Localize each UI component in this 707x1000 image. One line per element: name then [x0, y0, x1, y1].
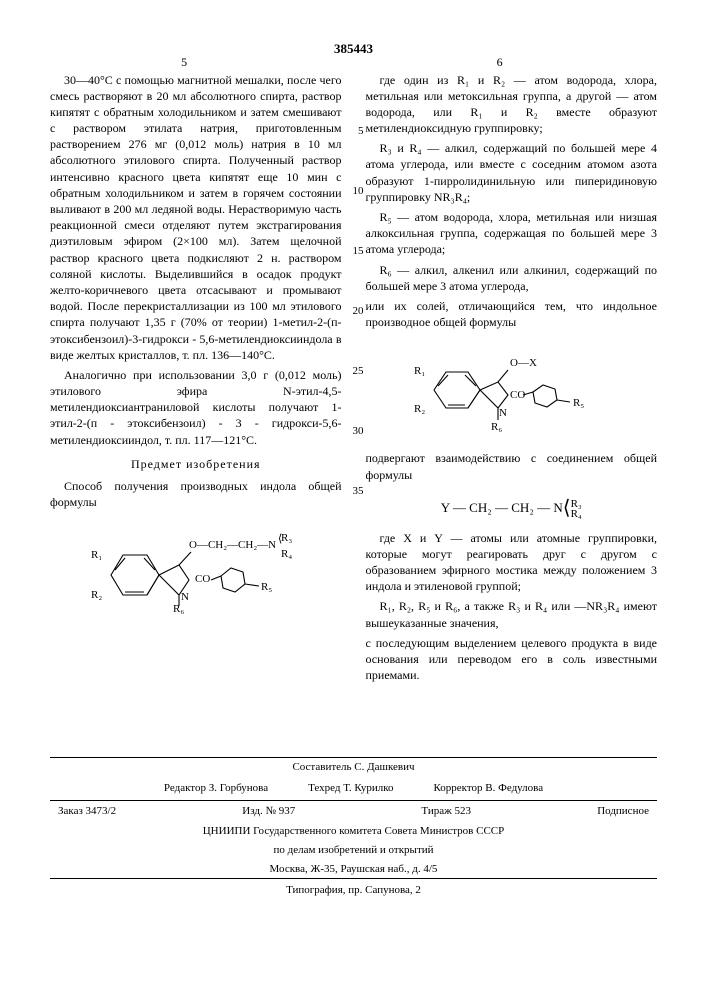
line-number: 15	[352, 244, 364, 259]
svg-text:R₂: R₂	[91, 589, 102, 601]
svg-text:R₄: R₄	[281, 548, 292, 560]
body-text: где X и Y — атомы или атомные группировк…	[366, 530, 658, 595]
subscription-mark: Подписное	[597, 804, 649, 819]
order-number: Заказ 3473/2	[58, 804, 116, 819]
body-text: где один из R₁ и R₂ — атом водорода, хло…	[366, 72, 658, 137]
body-text: с последующим выделением целевого продук…	[366, 635, 658, 684]
techred-credit: Техред Т. Курилко	[308, 781, 393, 796]
print-info-row: Заказ 3473/2 Изд. № 937 Тираж 523 Подпис…	[50, 800, 657, 822]
body-text: Способ получения производных индола обще…	[50, 478, 342, 510]
line-number: 35	[352, 484, 364, 499]
document-number: 385443	[50, 40, 657, 58]
body-text: или их солей, отличающийся тем, что индо…	[366, 298, 658, 330]
body-text: подвергают взаимодействию с соединением …	[366, 450, 658, 482]
body-text: R₅ — атом водорода, хлора, метильная или…	[366, 209, 658, 258]
svg-text:O—X: O—X	[510, 357, 537, 369]
column-right: 6 5 10 15 20 25 30 35 где один из R₁ и R…	[366, 72, 658, 688]
column-left: 5 30—40°С с помощью магнитной мешалки, п…	[50, 72, 342, 688]
svg-text:⟨: ⟨	[278, 533, 282, 545]
formula-text: Y — CH₂ — CH₂ — N	[441, 500, 563, 515]
svg-text:R₃: R₃	[281, 532, 292, 544]
column-number-left: 5	[181, 54, 187, 70]
body-text: R₁, R₂, R₅ и R₆, а также R₃ и R₄ или —NR…	[366, 598, 658, 630]
svg-text:R₁: R₁	[91, 549, 102, 561]
compiler-line: Составитель С. Дашкевич	[50, 758, 657, 777]
svg-text:CO: CO	[510, 389, 525, 401]
colophon-footer: Составитель С. Дашкевич Редактор З. Горб…	[50, 757, 657, 902]
column-number-right: 6	[497, 54, 503, 70]
svg-text:R₆: R₆	[491, 421, 502, 433]
body-text: R₃ и R₄ — алкил, содержащий по большей м…	[366, 140, 658, 205]
org-line-2: по делам изобретений и открытий	[50, 841, 657, 860]
structural-formula-2: R₁ R₂ R₆ O—X CO N R₅	[366, 340, 658, 440]
svg-text:R₁: R₁	[414, 365, 425, 377]
section-title: Предмет изобретения	[50, 456, 342, 472]
credits-row: Редактор З. Горбунова Техред Т. Курилко …	[50, 777, 657, 800]
line-number: 5	[352, 124, 364, 139]
structural-formula-1: R₁ R₂ R₆ O—CH₂—CH₂—N R₃ R₄ ⟨ CO N R₅	[50, 520, 342, 630]
line-number: 20	[352, 304, 364, 319]
svg-text:N: N	[499, 407, 507, 419]
two-column-layout: 5 30—40°С с помощью магнитной мешалки, п…	[50, 72, 657, 688]
typography-line: Типография, пр. Сапунова, 2	[50, 878, 657, 902]
svg-text:R₅: R₅	[573, 397, 584, 409]
svg-text:N: N	[181, 591, 189, 603]
address-line: Москва, Ж-35, Раушская наб., д. 4/5	[50, 860, 657, 879]
body-text: R₆ — алкил, алкенил или алкинил, содержа…	[366, 262, 658, 294]
line-number: 25	[352, 364, 364, 379]
svg-text:R₅: R₅	[261, 581, 272, 593]
org-line-1: ЦНИИПИ Государственного комитета Совета …	[50, 822, 657, 841]
edition-number: Изд. № 937	[242, 804, 295, 819]
svg-text:O—CH₂—CH₂—N: O—CH₂—CH₂—N	[189, 539, 276, 551]
line-number: 10	[352, 184, 364, 199]
svg-text:CO: CO	[195, 573, 210, 585]
corrector-credit: Корректор В. Федулова	[434, 781, 544, 796]
line-number: 30	[352, 424, 364, 439]
inline-formula: Y — CH₂ — CH₂ — N⟨R₃R₄	[366, 493, 658, 520]
svg-text:R₂: R₂	[414, 403, 425, 415]
body-text: 30—40°С с помощью магнитной мешалки, пос…	[50, 72, 342, 363]
body-text: Аналогично при использовании 3,0 г (0,01…	[50, 367, 342, 448]
editor-credit: Редактор З. Горбунова	[164, 781, 268, 796]
print-run: Тираж 523	[421, 804, 471, 819]
